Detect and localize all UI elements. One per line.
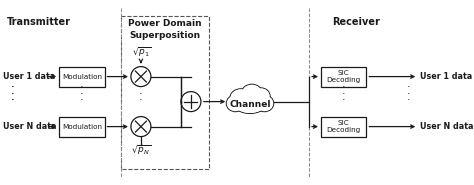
Text: User N data: User N data (420, 122, 474, 131)
Bar (321, 67, 366, 87)
Text: Modulation: Modulation (62, 124, 102, 130)
Ellipse shape (242, 85, 262, 100)
Ellipse shape (234, 94, 266, 113)
Bar (121, 16, 209, 169)
Ellipse shape (256, 96, 273, 111)
Ellipse shape (234, 93, 266, 113)
Text: ·: · (342, 89, 346, 99)
Bar (59, 117, 105, 137)
Text: ·: · (406, 83, 410, 92)
Text: ·: · (11, 83, 15, 92)
Text: ·: · (342, 95, 346, 105)
Ellipse shape (252, 88, 270, 104)
Text: User 1 data: User 1 data (420, 72, 472, 81)
Text: Channel: Channel (229, 100, 271, 109)
Circle shape (181, 92, 201, 112)
Ellipse shape (227, 95, 245, 112)
Text: $\sqrt{p_N}$: $\sqrt{p_N}$ (131, 144, 152, 157)
Text: ·: · (11, 89, 15, 99)
Text: ·: · (80, 89, 83, 99)
Circle shape (131, 117, 151, 137)
Text: ·: · (139, 95, 143, 105)
Text: ·: · (406, 89, 410, 99)
Text: User N data: User N data (3, 122, 56, 131)
Text: SIC
Decoding: SIC Decoding (327, 120, 361, 133)
Text: Transmitter: Transmitter (7, 18, 71, 28)
Ellipse shape (227, 96, 244, 111)
Text: ·: · (11, 95, 15, 105)
Bar (59, 67, 105, 87)
Ellipse shape (230, 89, 252, 107)
Text: ·: · (139, 89, 143, 99)
Text: ·: · (11, 95, 15, 105)
Text: Modulation: Modulation (62, 74, 102, 80)
Ellipse shape (242, 84, 262, 101)
Text: ·: · (342, 83, 346, 92)
Ellipse shape (255, 95, 273, 112)
Text: Power Domain
Superposition: Power Domain Superposition (128, 19, 202, 40)
Text: ·: · (11, 89, 15, 99)
Text: ·: · (139, 83, 143, 92)
Text: ·: · (406, 95, 410, 105)
Text: $\sqrt{p_1}$: $\sqrt{p_1}$ (132, 46, 152, 59)
Text: SIC
Decoding: SIC Decoding (327, 70, 361, 83)
Text: ·: · (11, 83, 15, 92)
Bar (321, 117, 366, 137)
Ellipse shape (230, 89, 252, 107)
Text: Receiver: Receiver (332, 18, 380, 28)
Text: User 1 data: User 1 data (3, 72, 55, 81)
Text: ·: · (80, 83, 83, 92)
Text: ·: · (80, 95, 83, 105)
Circle shape (131, 67, 151, 87)
Ellipse shape (252, 88, 270, 104)
